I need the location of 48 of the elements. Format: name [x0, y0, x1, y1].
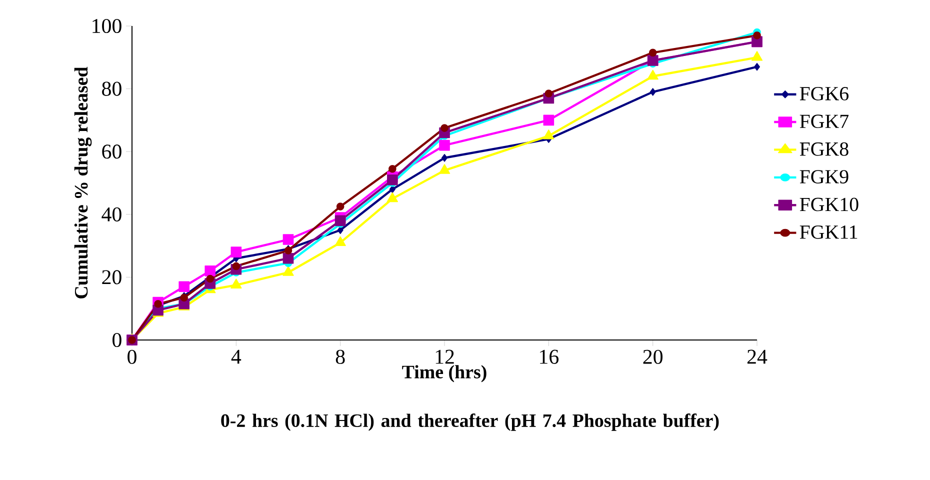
x-tick-label: 4: [231, 350, 242, 364]
point: [650, 88, 656, 96]
point: [439, 140, 450, 151]
y-tick-label: 20: [102, 270, 122, 284]
point: [544, 90, 553, 98]
x-tick-label: 0: [128, 350, 136, 364]
point: [230, 278, 242, 288]
point: [204, 266, 216, 276]
point: [648, 48, 657, 57]
point: [543, 130, 554, 140]
y-tick-label: 80: [102, 82, 122, 96]
point: [334, 215, 346, 226]
point: [178, 281, 190, 292]
point: [754, 62, 760, 71]
legend-label: FGK6: [800, 87, 849, 100]
x-tick-label: 20: [643, 350, 663, 364]
x-axis-title: Time (hrs): [402, 365, 486, 382]
x-tick-label: 24: [747, 350, 768, 364]
text: 0-2 hrs (0.1N HCl) and thereafter (pH 7.4 Phosphate buffer): [221, 414, 719, 431]
point: [232, 262, 240, 270]
point: [336, 202, 344, 210]
point: [282, 234, 294, 245]
legend-label: FGK8: [800, 142, 848, 156]
point: [282, 266, 294, 276]
point: [543, 114, 554, 126]
x-tick-label: 12: [436, 350, 454, 364]
point: [282, 252, 294, 264]
y-tick-label: 100: [92, 18, 122, 34]
point: [441, 154, 448, 162]
point: [647, 70, 658, 80]
legend-label: FGK11: [800, 225, 858, 239]
point: [753, 32, 761, 40]
y-tick-label: 60: [102, 144, 122, 159]
point: [334, 236, 346, 246]
point: [387, 174, 398, 186]
point: [230, 246, 242, 258]
legend-label: FGK7: [800, 114, 849, 128]
legend-label: FGK10: [800, 198, 858, 212]
point: [388, 164, 396, 173]
y-tick-label: 40: [102, 207, 122, 222]
point: [386, 192, 398, 202]
y-tick-label: 0: [112, 332, 122, 348]
y-axis-title: Cumulative % drug released: [74, 66, 92, 298]
x-tick-label: 16: [540, 350, 559, 364]
legend-label: FGK9: [800, 170, 848, 184]
point: [440, 124, 448, 132]
x-tick-label: 8: [336, 350, 345, 364]
point: [438, 164, 450, 174]
